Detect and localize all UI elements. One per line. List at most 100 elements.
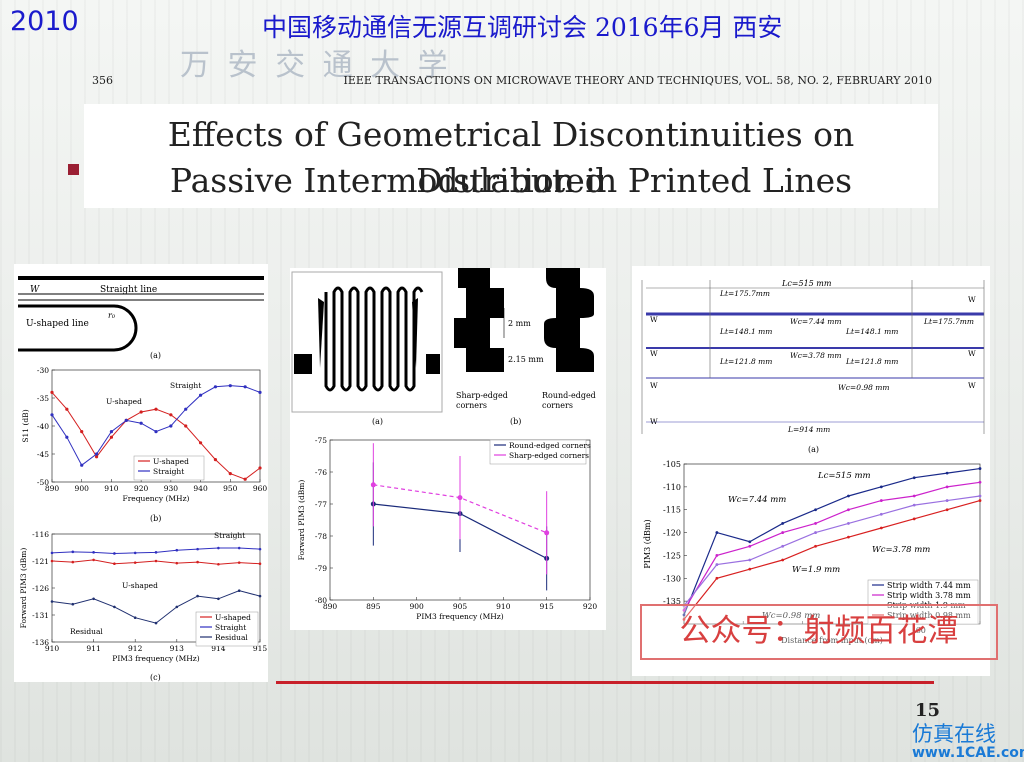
data-point bbox=[154, 551, 158, 554]
mid-215mm: 2.15 mm bbox=[508, 355, 544, 364]
annot-residual-c: Residual bbox=[70, 627, 103, 636]
x-tick-label: 914 bbox=[211, 644, 226, 653]
x-tick-label: 915 bbox=[253, 644, 268, 653]
data-point bbox=[139, 410, 143, 414]
y-tick-label: -110 bbox=[663, 483, 681, 492]
annot-straight-c: Straight bbox=[214, 531, 245, 540]
x-tick-label: 911 bbox=[86, 644, 100, 653]
data-point bbox=[196, 594, 199, 598]
r-lt6: Lt=121.8 mm bbox=[845, 357, 898, 366]
middle-figure-panel: (a) 2 mm 2.15 mm Sharp-edged corners Rou… bbox=[290, 268, 606, 630]
data-point bbox=[175, 561, 179, 565]
a-r-label: r₀ bbox=[108, 311, 116, 320]
data-point bbox=[847, 535, 850, 539]
annot-w19: W=1.9 mm bbox=[792, 565, 840, 575]
data-point bbox=[133, 616, 137, 619]
legend-box bbox=[489, 439, 587, 465]
x-axis-label: Distance from input (cm) bbox=[781, 636, 883, 645]
series-line bbox=[683, 495, 981, 607]
r-wc2: Wc=3.78 mm bbox=[790, 351, 842, 360]
data-point bbox=[228, 384, 232, 388]
data-point bbox=[847, 508, 850, 512]
x-tick-label: 940 bbox=[193, 484, 208, 493]
x-tick-label: 920 bbox=[134, 484, 149, 493]
x-tick-label: 913 bbox=[170, 644, 185, 653]
data-point bbox=[228, 472, 232, 476]
x-tick-label: 910 bbox=[104, 484, 119, 493]
mid-b-caption: (b) bbox=[510, 417, 521, 426]
data-point bbox=[237, 561, 241, 564]
plot-frame bbox=[683, 463, 981, 625]
chart-forward-pim3-left: 910 911 912 913 914 915 -116 -121 -126 -131 -136 PI… bbox=[19, 530, 267, 663]
r-w2: W bbox=[650, 349, 658, 358]
x-tick-label: 960 bbox=[253, 484, 268, 493]
right-figure-svg: Lc=515 mm Lt=175.7mm Lt=175.7mm Wc=7.44 … bbox=[641, 279, 985, 645]
data-point bbox=[978, 467, 982, 470]
r-wc1: Wc=7.44 mm bbox=[790, 317, 842, 326]
mid-2mm: 2 mm bbox=[508, 319, 531, 328]
data-point bbox=[50, 600, 54, 603]
data-point bbox=[781, 544, 785, 548]
y-tick-label: -30 bbox=[37, 366, 49, 375]
series-line bbox=[51, 385, 261, 466]
data-point bbox=[715, 554, 719, 557]
data-point bbox=[71, 550, 75, 554]
r-lt5: Lt=121.8 mm bbox=[719, 357, 772, 366]
legend-box bbox=[133, 455, 205, 481]
campus-logo-text: 万 安 交 通 大 学 bbox=[180, 48, 452, 83]
data-point bbox=[124, 418, 128, 422]
data-point bbox=[113, 605, 116, 609]
chart-s11: 890 900 910 920 930 940 950 960 -30 -35 -40 -45 -50 F… bbox=[21, 366, 267, 503]
r-lt1: Lt=175.7mm bbox=[719, 289, 770, 298]
r-w6: W bbox=[968, 349, 976, 358]
data-point bbox=[978, 499, 982, 502]
footer-rule bbox=[276, 681, 934, 684]
data-point bbox=[258, 547, 262, 551]
r-w3: W bbox=[650, 381, 658, 390]
data-point bbox=[715, 531, 719, 534]
y-tick-label: -131 bbox=[32, 611, 49, 620]
data-point bbox=[258, 594, 262, 598]
data-point bbox=[945, 499, 949, 502]
mid-sharp: Sharp-edged bbox=[456, 391, 508, 400]
data-point bbox=[879, 485, 883, 489]
data-point bbox=[184, 424, 188, 428]
data-point bbox=[814, 508, 817, 512]
data-point bbox=[65, 435, 69, 439]
x-tick-label: 930 bbox=[164, 484, 179, 493]
data-point bbox=[682, 613, 686, 617]
right-figure-panel: Lc=515 mm Lt=175.7mm Lt=175.7mm Wc=7.44 … bbox=[632, 266, 990, 676]
data-point bbox=[748, 540, 752, 544]
y-tick-label: -115 bbox=[663, 506, 681, 515]
data-point bbox=[154, 621, 158, 625]
r-lt2: Lt=175.7mm bbox=[923, 317, 974, 326]
data-point bbox=[175, 605, 179, 609]
paper-title-box: Effects of Geometrical Discontinuities o… bbox=[84, 104, 938, 208]
b-caption: (b) bbox=[150, 514, 161, 523]
slide-page-number: 15 bbox=[915, 700, 941, 721]
data-point bbox=[50, 551, 54, 555]
y-tick-label: -79 bbox=[315, 564, 327, 573]
r-lc: Lc=515 mm bbox=[781, 279, 832, 288]
legend-entry: Strip width 0.98 mm bbox=[887, 611, 971, 620]
data-point bbox=[847, 494, 850, 498]
data-point bbox=[748, 558, 752, 562]
data-point bbox=[92, 558, 95, 562]
y-tick-label: -121 bbox=[32, 557, 49, 566]
data-point bbox=[370, 482, 376, 488]
legend-entry: Straight bbox=[153, 467, 184, 476]
annot-ushaped-c: U-shaped bbox=[122, 581, 158, 590]
y-tick-label: -50 bbox=[37, 478, 49, 487]
y-tick-label: -45 bbox=[37, 450, 49, 459]
middle-figure-svg: (a) 2 mm 2.15 mm Sharp-edged corners Rou… bbox=[291, 268, 597, 621]
data-point bbox=[92, 551, 95, 554]
data-point bbox=[748, 567, 752, 571]
y-tick-label: -77 bbox=[315, 500, 327, 509]
data-point bbox=[139, 421, 143, 425]
legend-entry: Round-edged corners bbox=[509, 441, 591, 450]
data-point bbox=[258, 466, 262, 470]
r-a-caption: (a) bbox=[808, 445, 819, 454]
r-w1: W bbox=[650, 315, 658, 324]
annot-wc744: Wc=7.44 mm bbox=[728, 495, 786, 505]
data-point bbox=[781, 531, 785, 534]
